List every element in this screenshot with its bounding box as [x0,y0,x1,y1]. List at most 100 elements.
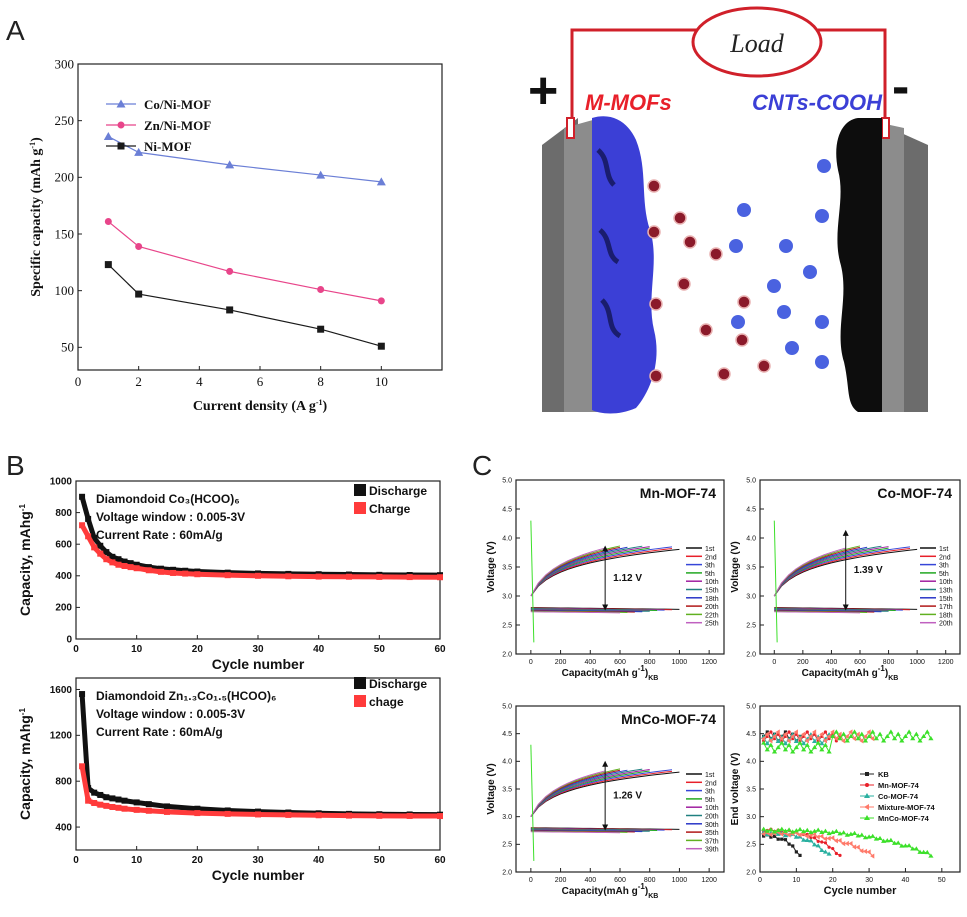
data-point-Zn/Ni-MOF [135,242,143,250]
x-tick-label: 0 [529,659,533,666]
charge-end-point [910,736,916,741]
charge-curve [773,547,889,597]
y-tick-label: 2.0 [746,651,756,658]
legend-label: 10th [705,579,719,586]
y-axis-label: Specific capacity (mAh g-1) [28,137,44,297]
charge-end-point [804,738,809,744]
x-tick-label: 1200 [701,877,717,884]
legend-marker [864,793,870,798]
x-tick-label: 6 [257,374,264,389]
chart-title: MnCo-MOF-74 [621,711,716,727]
y-tick-label: 3.5 [502,786,512,793]
legend-label: 35th [705,830,719,837]
legend-label: 5th [705,571,715,578]
discharge-end-point [779,826,785,831]
charge-end-point [928,736,934,741]
discharge-end-point [761,826,767,831]
legend-label: Mixture-MOF-74 [878,803,936,812]
y-tick-label: 50 [61,340,74,355]
data-point-Zn/Ni-MOF [104,218,112,226]
annotation-line: Voltage window : 0.005-3V [96,510,245,524]
charge-end-point [924,729,930,734]
data-point-Zn/Ni-MOF [317,286,325,294]
discharge-curve [530,831,621,834]
discharge-end-point [801,837,807,842]
y-tick-label: 2.0 [502,651,512,658]
charge-end-point [761,736,766,742]
discharge-end-point [772,834,777,838]
x-tick-label: 20 [192,855,204,866]
x-tick-label: 200 [555,659,567,666]
charge-end-point [822,742,829,747]
discharge-end-point [819,847,825,853]
anion-ion [649,297,663,311]
charge-end-point [873,736,879,741]
chart-a-rate-capability: 0 2 4 6 8 10 50 100 150 200 250 300 Co/Ni-MOF Zn/Ni-M… [28,56,443,414]
legend-label: 20th [705,814,719,821]
x-axis-label-end: ) [885,668,888,679]
data-point-Ni-MOF [317,325,325,333]
charge-end-point [837,731,842,737]
discharge-end-point [826,851,832,856]
m-mofs-electrode [592,116,657,414]
charge-curve [530,546,650,597]
x-axis-label: Capacity(mAh g-1)KB [562,664,659,682]
legend-marker [354,677,366,689]
x-tick-label: 40 [902,877,910,884]
y-tick-label: 1200 [50,731,73,742]
annotation-line: Voltage window : 0.005-3V [96,707,245,721]
legend-label: 5th [705,797,715,804]
discharge-end-point [822,849,829,854]
x-tick-label: 10 [792,877,800,884]
load-ellipse [691,6,823,78]
x-tick-label: 600 [854,659,866,666]
y-tick-label: 2.0 [746,869,756,876]
legend-marker [865,783,869,787]
discharge-end-point [848,840,853,847]
gap-arrowhead-up [602,760,609,767]
x-tick-label: 2 [135,374,142,389]
legend-label: KB [878,770,889,779]
y-axis-label-sup: -1 [18,504,27,512]
plot-frame [77,63,443,371]
x-tick-label: 200 [797,659,809,666]
discharge-end-point [822,828,829,833]
charge-curve [773,545,882,597]
data-point-Co/Ni-MOF [134,147,144,156]
y-tick-label: 5.0 [746,477,756,484]
battery-schematic: Load + - M-MOFs CNTs-COOH [528,6,928,414]
legend-label: 17th [939,604,953,611]
initial-spike [773,520,778,643]
legend-label: Co-MOF-74 [878,792,919,801]
y-tick-label: 1000 [50,476,73,487]
chart-c-mn-mof-74: 0 200 400 600 800 1000 1200 2.0 2.5 3.0 3.5 4.0 4.5 5… [486,477,725,682]
discharge-end-point [808,838,814,843]
y-tick-label: 3.0 [502,814,512,821]
discharge-end-point [791,844,795,848]
panel-label-c: C [472,450,492,481]
y-tick-label: 300 [55,56,75,71]
anion-ion [757,359,771,373]
charge-end-point [819,741,825,746]
charge-curve [773,546,911,597]
x-tick-label: 800 [883,659,895,666]
discharge-end-point [851,844,857,850]
charge-curve [530,770,673,817]
x-tick-label: 20 [829,877,837,884]
discharge-end-point [899,843,905,848]
charge-end-point [819,731,824,737]
discharge-end-point [808,829,814,835]
y-axis-label: Voltage (V) [730,541,741,592]
discharge-end-point [761,831,766,837]
discharge-end-point [859,832,865,837]
discharge-end-point [804,837,810,842]
cnts-electrode [836,118,882,412]
x-tick-label: 800 [644,877,656,884]
anion-ion [683,235,697,249]
charge-end-point [801,731,806,737]
charge-end-point [775,729,780,735]
charge-end-point [859,731,865,736]
charge-end-point [851,736,857,742]
charge-end-point [855,731,860,737]
discharge-end-point [831,846,835,851]
